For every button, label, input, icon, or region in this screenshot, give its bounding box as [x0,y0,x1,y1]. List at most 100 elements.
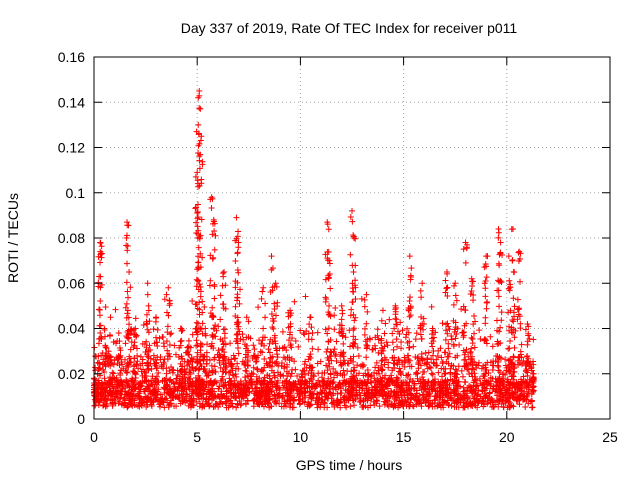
data-point [462,349,469,356]
data-point [158,398,165,405]
data-point [406,357,413,364]
data-point [256,398,263,405]
data-point [460,399,467,406]
data-point [233,373,240,380]
data-point [310,373,317,380]
data-point [217,292,224,299]
data-point [235,269,242,276]
data-point [201,303,208,310]
data-point [333,338,340,345]
data-point [266,358,273,365]
data-point [232,284,239,291]
data-point [438,354,445,361]
data-point-peak [530,370,537,377]
data-point [272,383,279,390]
data-point [365,387,372,394]
data-point [262,300,269,307]
data-point [229,371,236,378]
data-point [291,383,298,390]
data-point [475,398,482,405]
data-point [396,365,403,372]
data-point [407,294,414,301]
data-point [312,397,319,404]
data-point [209,334,216,341]
data-point [337,370,344,377]
data-point [481,401,488,408]
data-point [221,393,228,400]
data-point [192,173,199,180]
data-point-peak [177,325,184,332]
data-point [460,332,467,339]
data-point [125,363,132,370]
data-point [261,374,268,381]
data-point [161,377,168,384]
data-point [364,373,371,380]
data-point [186,351,193,358]
data-point [114,360,121,367]
data-point [230,352,237,359]
data-point [228,363,235,370]
data-point [452,335,459,342]
data-point [296,388,303,395]
data-point [228,400,235,407]
data-point [348,306,355,313]
data-point [514,296,521,303]
data-point [444,320,451,327]
data-point [453,398,460,405]
data-point [95,353,102,360]
data-point [178,383,185,390]
data-point [95,279,102,286]
data-point [481,390,488,397]
data-point [408,385,415,392]
data-point [221,334,228,341]
data-point [496,262,503,269]
data-point [232,383,239,390]
y-tick-label: 0.04 [58,321,85,337]
y-tick-label: 0.1 [66,185,86,201]
data-point [280,393,287,400]
data-point [495,234,502,241]
data-point [350,232,357,239]
data-point [460,246,467,253]
data-point [481,264,488,271]
data-point [208,362,215,369]
x-tick-label: 5 [193,429,201,445]
data-point [452,326,459,333]
data-point [393,397,400,404]
data-point [447,395,454,402]
data-point [124,334,131,341]
data-point [189,297,196,304]
data-point [247,379,254,386]
data-point [262,314,269,321]
data-point [123,300,130,307]
data-point [470,379,477,386]
data-point [193,276,200,283]
data-point [163,381,170,388]
data-point [482,364,489,371]
data-point [195,214,202,221]
chart-title: Day 337 of 2019, Rate Of TEC Index for r… [181,20,518,36]
data-point [330,374,337,381]
data-point [133,332,140,339]
data-point [193,219,200,226]
data-point [232,303,239,310]
data-point [259,391,266,398]
data-point-peak [509,225,516,232]
data-point [481,385,488,392]
data-point [528,397,535,404]
data-point [265,362,272,369]
data-point [140,321,147,328]
data-point [243,345,250,352]
data-point-peak [443,268,450,275]
data-point [120,402,127,409]
data-point [266,404,273,411]
data-point [103,345,110,352]
data-point [161,396,168,403]
data-point [418,403,425,410]
data-point [126,321,133,328]
data-point [351,402,358,409]
data-point [207,252,214,259]
data-point [359,363,366,370]
data-point-peak [243,314,250,321]
data-point [274,351,281,358]
